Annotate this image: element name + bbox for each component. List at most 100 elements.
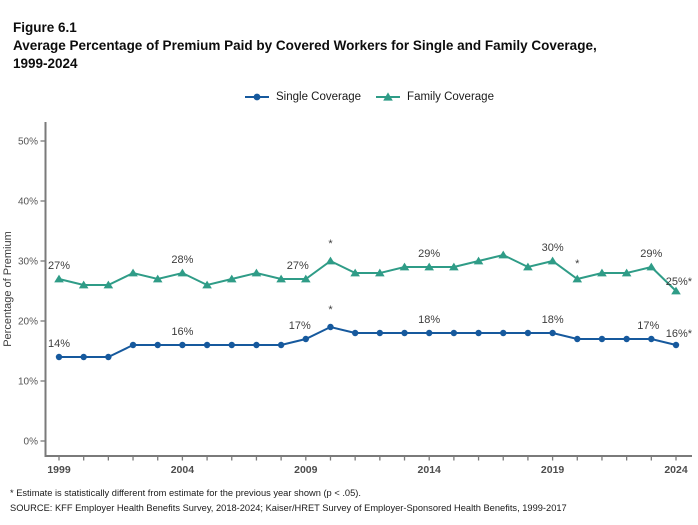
family-coverage-point [301, 274, 311, 283]
footnote-source: SOURCE: KFF Employer Health Benefits Sur… [10, 503, 567, 513]
figure-subtitle: 1999-2024 [13, 56, 78, 71]
single-coverage-data-label: 17% [289, 320, 311, 332]
family-coverage-point [375, 268, 385, 277]
single-coverage-point [351, 329, 359, 337]
single-coverage-point [401, 329, 408, 337]
family-coverage-point [597, 268, 607, 277]
x-tick-label: 2014 [418, 464, 442, 476]
single-coverage-point [253, 341, 260, 349]
family-coverage-point [646, 262, 657, 271]
family-coverage-point [152, 274, 163, 283]
family-coverage-data-label: 27% [48, 260, 70, 272]
y-tick-label: 20% [18, 317, 38, 328]
x-tick-label: 2024 [664, 464, 688, 476]
family-coverage-point [350, 268, 360, 277]
family-coverage-legend-marker [376, 92, 401, 101]
single-coverage-data-label: 16% [171, 326, 193, 338]
family-coverage-point [251, 268, 262, 277]
single-coverage-point [327, 323, 334, 331]
family-coverage-point [103, 280, 114, 289]
family-coverage-data-label: 29% [418, 248, 440, 260]
family-coverage-data-label: 28% [171, 254, 193, 266]
single-coverage-data-label: 18% [418, 314, 440, 326]
x-tick-label: 2009 [294, 464, 318, 476]
circle-marker-icon [253, 93, 261, 101]
family-coverage-data-label: 30% [542, 242, 564, 254]
legend-label-family-coverage: Family Coverage [407, 91, 494, 103]
family-coverage-point [424, 262, 434, 271]
y-axis-title: Percentage of Premium [2, 231, 14, 347]
family-coverage-point [325, 256, 336, 265]
single-coverage-point [376, 329, 384, 337]
y-tick-label: 0% [24, 437, 39, 448]
family-coverage-point [202, 280, 212, 289]
family-coverage-point [128, 268, 138, 277]
triangle-marker-icon [383, 92, 393, 101]
single-coverage-point [80, 353, 87, 361]
family-coverage-point [177, 268, 188, 277]
single-coverage-point [105, 353, 112, 361]
single-coverage-point [277, 341, 285, 349]
legend-item-single-coverage: Single Coverage [244, 90, 361, 104]
family-coverage-point [226, 274, 237, 283]
family-coverage-data-label: 29% [640, 248, 662, 260]
x-tick-label: 2004 [171, 464, 195, 476]
single-coverage-point [623, 335, 630, 343]
single-coverage-point [475, 329, 482, 337]
family-coverage-data-label: 27% [287, 260, 309, 272]
single-coverage-point [203, 341, 211, 349]
single-coverage-point [302, 335, 309, 343]
single-coverage-point [55, 353, 63, 361]
single-coverage-point [500, 329, 507, 337]
single-coverage-data-label: * [328, 304, 333, 316]
single-coverage-point [228, 341, 235, 349]
y-tick-label: 30% [18, 257, 38, 268]
family-coverage-point [572, 274, 583, 283]
single-coverage-data-label: 18% [542, 314, 564, 326]
family-coverage-point [399, 262, 410, 271]
figure-title-block: Figure 6.1 Average Percentage of Premium… [13, 19, 597, 73]
footnote-estimate-note: * Estimate is statistically different fr… [10, 488, 361, 498]
single-coverage-point [179, 341, 186, 349]
family-coverage-point [54, 274, 64, 283]
single-coverage-point [574, 335, 581, 343]
family-coverage-point [621, 268, 632, 277]
family-coverage-point [671, 286, 681, 295]
family-coverage-point [449, 262, 459, 271]
family-coverage-point [473, 256, 484, 265]
single-coverage-data-label: 16%* [666, 328, 693, 340]
family-coverage-data-label: * [328, 238, 333, 250]
single-coverage-line [59, 325, 677, 358]
legend-item-family-coverage: Family Coverage [375, 90, 494, 104]
family-coverage-point [498, 250, 509, 259]
x-tick-label: 1999 [47, 464, 71, 476]
single-coverage-point [672, 341, 680, 349]
family-coverage-data-label: * [575, 258, 580, 270]
single-coverage-legend-marker [245, 93, 270, 101]
legend-label-single-coverage: Single Coverage [276, 91, 362, 103]
y-tick-label: 40% [18, 197, 38, 208]
family-coverage-data-label: 25%* [666, 276, 693, 288]
single-coverage-point [549, 329, 556, 337]
family-coverage-point [276, 274, 286, 283]
y-tick-label: 50% [18, 137, 38, 148]
family-coverage-line [58, 253, 677, 292]
single-coverage-point [598, 335, 606, 343]
single-coverage-point [129, 341, 137, 349]
figure-number: Figure 6.1 [13, 20, 77, 35]
family-coverage-point [547, 256, 558, 265]
single-coverage-point [426, 329, 433, 337]
chart-legend: Single Coverage Family Coverage [45, 88, 693, 106]
single-coverage-point [450, 329, 458, 337]
family-coverage-point [78, 280, 89, 289]
single-coverage-data-label: 17% [637, 320, 659, 332]
x-tick-label: 2019 [541, 464, 565, 476]
family-coverage-point [523, 262, 533, 271]
single-coverage-data-label: 14% [48, 338, 70, 350]
y-tick-label: 10% [18, 377, 38, 388]
line-chart-canvas: 0% 10% 20% 30% 40% 50% 1999 2004 2009 2014 2019 202… [2, 122, 693, 476]
single-coverage-point [524, 329, 532, 337]
single-coverage-point [154, 341, 161, 349]
single-coverage-point [648, 335, 655, 343]
